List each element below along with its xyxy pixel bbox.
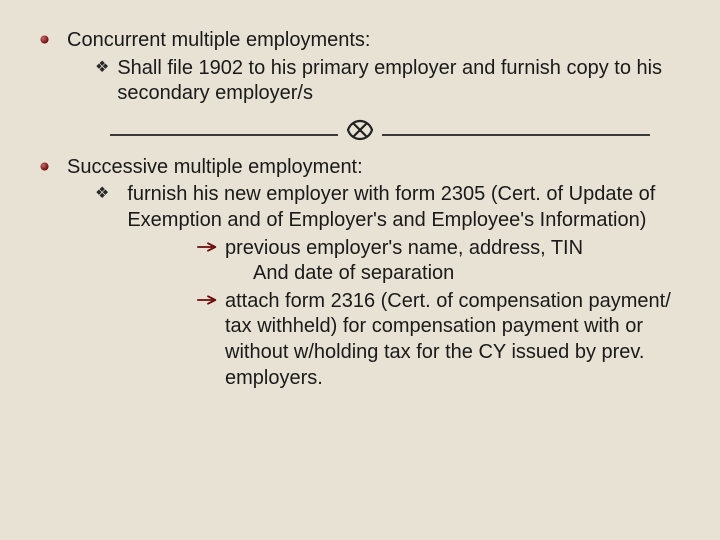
list-item-text: furnish his new employer with form 2305 … — [127, 182, 680, 233]
text-line: previous employer's name, address, TIN — [225, 236, 680, 262]
bullet-icon — [40, 162, 49, 171]
sub-list-item: previous employer's name, address, TIN A… — [197, 236, 680, 287]
section-title: Successive multiple employment: — [67, 155, 680, 181]
section-successive: Successive multiple employment: ❖ furnis… — [40, 155, 680, 391]
list-item: ❖ Shall file 1902 to his primary employe… — [95, 56, 680, 107]
divider — [40, 113, 680, 155]
list-item-text: Shall file 1902 to his primary employer … — [117, 56, 680, 107]
section-body: Successive multiple employment: ❖ furnis… — [67, 155, 680, 391]
bullet-icon — [40, 35, 49, 44]
list-item: ❖ furnish his new employer with form 230… — [95, 182, 680, 233]
text-line: And date of separation — [253, 261, 680, 287]
arrow-icon — [197, 294, 219, 308]
flourish-icon — [338, 110, 382, 158]
section-body: Concurrent multiple employments: ❖ Shall… — [67, 28, 680, 107]
sub-list-item-text: previous employer's name, address, TIN A… — [225, 236, 680, 287]
sub-list-item: attach form 2316 (Cert. of compensation … — [197, 289, 680, 391]
section-title: Concurrent multiple employments: — [67, 28, 680, 54]
diamond-icon: ❖ — [95, 184, 109, 204]
arrow-icon — [197, 241, 219, 255]
sub-list-item-text: attach form 2316 (Cert. of compensation … — [225, 289, 700, 391]
diamond-icon: ❖ — [95, 58, 109, 78]
section-concurrent: Concurrent multiple employments: ❖ Shall… — [40, 28, 680, 107]
